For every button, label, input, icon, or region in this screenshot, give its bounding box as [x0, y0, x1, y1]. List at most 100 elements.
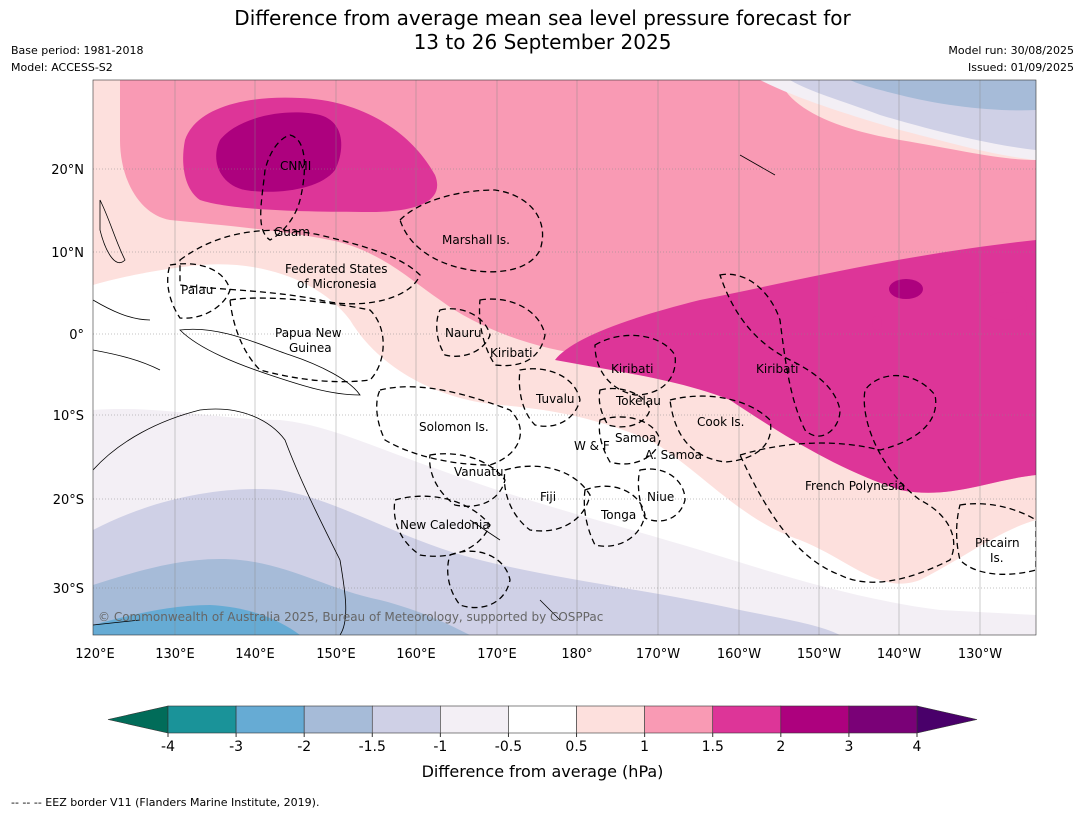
colorbar-tick-label: 4	[913, 739, 922, 755]
lat-tick: 20°S	[53, 493, 84, 508]
label-solomon: Solomon Is.	[419, 420, 489, 434]
colorbar-tick-label: 3	[844, 739, 853, 755]
lat-tick: 10°N	[51, 246, 84, 261]
map-frame	[92, 79, 1037, 636]
coast-philippines	[99, 199, 126, 263]
lat-tick: 30°S	[53, 582, 84, 597]
label-kiribati-e: Kiribati	[756, 362, 798, 376]
eez-niue	[637, 468, 686, 522]
eez-kiribati-e	[719, 273, 841, 437]
label-marshall: Marshall Is.	[442, 233, 510, 247]
coast-borneo-sulawesi	[93, 299, 161, 371]
eez-cnmi-guam	[260, 134, 306, 241]
base-period: Base period: 1981-2018	[11, 44, 144, 57]
colorbar-tick-label: -2	[297, 739, 311, 755]
graticule-lat	[93, 168, 1036, 589]
colorbar-extend-low	[107, 705, 169, 734]
label-palau: Palau	[181, 283, 213, 297]
eez-nz-kermadec	[447, 550, 511, 609]
colorbar-cell	[371, 705, 441, 734]
eez-kiribati-w	[478, 298, 546, 367]
label-kiribati-c: Kiribati	[611, 362, 653, 376]
lon-tick: 150°W	[797, 647, 841, 662]
contour-blob-2	[983, 292, 1027, 320]
lon-tick: 180°	[561, 647, 592, 662]
colorbar-extend-high	[916, 705, 978, 734]
label-fiji: Fiji	[540, 490, 556, 504]
eez-kiribati-c	[594, 334, 676, 396]
eez-cook	[669, 395, 772, 463]
colorbar-tick-label: -1.5	[359, 739, 386, 755]
colorbar-tick-label: -0.5	[495, 739, 522, 755]
eez-footnote: -- -- -- EEZ border V11 (Flanders Marine…	[11, 796, 320, 809]
coast-new-guinea	[179, 328, 361, 396]
contour-1p5-east	[555, 240, 1036, 493]
lon-tick: 150°E	[316, 647, 356, 662]
eez-fiji	[503, 465, 591, 532]
eez-marshall	[399, 189, 544, 273]
label-fsm-1: Federated States	[285, 262, 387, 276]
label-samoa: Samoa	[615, 431, 656, 445]
eez-tuvalu	[518, 368, 581, 427]
copyright-text: © Commonwealth of Australia 2025, Bureau…	[98, 610, 603, 624]
label-tonga: Tonga	[600, 508, 636, 522]
lon-tick-labels: 120°E 130°E 140°E 150°E 160°E 170°E 180°…	[75, 647, 1002, 662]
lon-tick: 120°E	[75, 647, 115, 662]
label-new-caledonia: New Caledonia	[400, 518, 490, 532]
lon-tick: 160°W	[717, 647, 761, 662]
eez-new-caledonia	[393, 495, 491, 557]
colorbar-tick-label: 2	[776, 739, 785, 755]
coast-new-caledonia	[469, 519, 501, 541]
label-wf: W & F	[574, 439, 610, 453]
model-name: Model: ACCESS-S2	[11, 61, 113, 74]
colorbar-tick-label: -3	[229, 739, 243, 755]
colorbar-tick-label: -1	[433, 739, 447, 755]
label-tuvalu: Tuvalu	[535, 392, 575, 406]
label-cook: Cook Is.	[697, 415, 744, 429]
coast-hawaii	[739, 154, 776, 176]
colorbar-tick-label: 1	[640, 739, 649, 755]
title-line-2: 13 to 26 September 2025	[413, 30, 672, 54]
meta-right: Model run: 30/08/2025 Issued: 01/09/2025	[948, 42, 1074, 76]
lat-tick: 10°S	[53, 409, 84, 424]
colorbar-cell	[848, 705, 918, 734]
contour-neg-sw-2	[93, 605, 300, 635]
lon-tick: 130°W	[958, 647, 1002, 662]
colorbar-cell	[576, 705, 645, 734]
label-tokelau: Tokelau	[615, 394, 661, 408]
eez-pitcairn	[955, 503, 1036, 575]
coast-new-zealand	[539, 599, 561, 621]
lat-tick: 0°	[69, 328, 84, 343]
colorbar-cell	[235, 705, 305, 734]
lat-tick: 20°N	[51, 163, 84, 178]
lon-tick: 160°E	[396, 647, 436, 662]
eez-palau	[167, 263, 231, 319]
colorbar-cell	[508, 705, 577, 734]
title-line-1: Difference from average mean sea level p…	[234, 6, 851, 30]
chart-title: Difference from average mean sea level p…	[0, 6, 1085, 54]
label-cnmi: CNMI	[280, 159, 311, 173]
label-nauru: Nauru	[445, 326, 481, 340]
label-guam: Guam	[274, 225, 310, 239]
colorbar-tick-label: 0.5	[565, 739, 587, 755]
colorbar-cell	[712, 705, 782, 734]
eez-fsm	[179, 229, 421, 305]
coastlines	[93, 154, 776, 635]
lat-tick-labels: 20°N 10°N 0° 10°S 20°S 30°S	[51, 163, 84, 597]
coast-australia	[93, 408, 347, 635]
colorbar-cell	[440, 705, 509, 734]
eez-borders	[167, 134, 1036, 609]
graticule	[174, 80, 981, 635]
label-vanuatu: Vanuatu	[454, 465, 504, 479]
label-fsm-2: of Micronesia	[297, 277, 377, 291]
eez-nauru	[436, 308, 491, 357]
meta-left: Base period: 1981-2018 Model: ACCESS-S2	[11, 42, 143, 76]
colorbar-cell	[167, 705, 237, 734]
contour-2	[216, 112, 342, 192]
eez-vanuatu	[429, 453, 506, 507]
eez-tonga	[583, 485, 646, 547]
lon-tick: 140°W	[877, 647, 921, 662]
label-pitcairn-2: Is.	[990, 551, 1004, 565]
contour-neg-se	[970, 620, 1036, 635]
eez-png	[229, 297, 384, 383]
